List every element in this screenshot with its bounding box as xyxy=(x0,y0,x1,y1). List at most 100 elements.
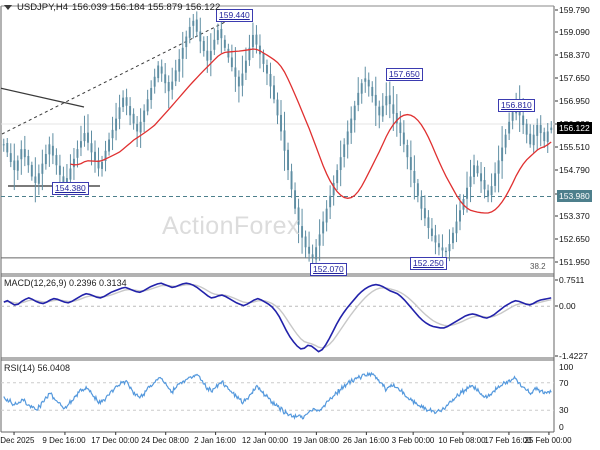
candle-body xyxy=(448,244,451,252)
candle-body xyxy=(311,254,314,258)
candle-body xyxy=(413,170,416,183)
candle-body xyxy=(2,144,5,146)
macd-axis-tick: 0.7511 xyxy=(555,275,584,285)
price-tag-156810[interactable]: 156.810 xyxy=(498,99,535,112)
candle-body xyxy=(392,104,395,114)
candle-body xyxy=(409,157,412,171)
price-axis-tick: 156.950 xyxy=(555,96,590,106)
date-axis-tick: 2 Dec 2025 xyxy=(0,432,34,445)
candle-body xyxy=(209,51,212,61)
macd-title: MACD(12,26,9) 0.2396 0.3134 xyxy=(4,278,127,288)
candle-body xyxy=(276,99,279,116)
price-axis[interactable]: 159.790159.090158.370157.650156.950156.2… xyxy=(555,5,600,274)
candle-body xyxy=(371,86,374,97)
panel-frames xyxy=(0,5,555,433)
candle-body xyxy=(395,112,398,124)
candle-body xyxy=(406,145,409,158)
rsi-title: RSI(14) 56.0408 xyxy=(4,363,71,373)
candle-body xyxy=(399,122,402,134)
candle-body xyxy=(427,217,430,228)
candle-body xyxy=(501,147,504,162)
candle-body xyxy=(434,235,437,243)
candle-body xyxy=(430,228,433,237)
candle-body xyxy=(536,125,539,136)
candle-body xyxy=(94,151,96,161)
candle-body xyxy=(262,53,265,64)
candle-body xyxy=(108,139,111,152)
candle-body xyxy=(129,106,132,116)
candle-body xyxy=(220,28,223,39)
chevron-down-icon[interactable] xyxy=(4,5,12,10)
price-axis-tick: 152.650 xyxy=(555,234,590,244)
ohlc-values: 156.039 156.184 155.879 156.122 xyxy=(72,2,221,13)
candle-body xyxy=(101,162,103,169)
candle-body xyxy=(455,221,458,234)
candle-body xyxy=(213,39,216,50)
candle-body xyxy=(174,70,177,82)
candle-body xyxy=(423,208,426,219)
macd-main-line xyxy=(3,282,552,353)
candle-body xyxy=(125,97,128,106)
candle-body xyxy=(332,182,335,196)
candle-body xyxy=(30,164,33,177)
candle-body xyxy=(244,60,247,73)
macd-panel xyxy=(1,282,554,353)
candle-body xyxy=(202,40,205,52)
date-axis-tick: 12 Jan 00:00 xyxy=(242,432,288,445)
candle-body xyxy=(487,190,490,197)
price-tag-159440[interactable]: 159.440 xyxy=(216,9,253,22)
candle-body xyxy=(522,115,525,126)
date-axis-tick: 25 Feb 00:00 xyxy=(524,432,572,445)
candle-body xyxy=(192,20,195,26)
candle-body xyxy=(452,232,454,244)
candle-body xyxy=(20,149,23,160)
candle-body xyxy=(546,131,549,142)
candle-body xyxy=(72,158,75,168)
candle-body xyxy=(360,83,363,94)
moving-average-line xyxy=(70,48,552,214)
rsi-axis-tick: 100 xyxy=(559,362,574,372)
candle-body xyxy=(150,88,153,101)
candle-body xyxy=(185,36,188,48)
rsi-axis-tick: 70 xyxy=(559,377,569,388)
candle-body xyxy=(44,153,47,165)
candle-body xyxy=(378,106,381,116)
candlestick-series xyxy=(2,11,553,269)
candle-body xyxy=(55,155,58,166)
price-tag-157650[interactable]: 157.650 xyxy=(386,68,423,81)
candle-body xyxy=(497,160,500,174)
candle-body xyxy=(90,143,93,153)
candle-body xyxy=(87,132,89,143)
price-tag-154380[interactable]: 154.380 xyxy=(52,182,89,195)
candle-body xyxy=(346,131,349,145)
candle-body xyxy=(301,226,304,238)
date-axis-tick: 17 Dec 00:00 xyxy=(91,432,139,445)
price-tag-152250[interactable]: 152.250 xyxy=(410,257,447,270)
candle-body xyxy=(308,246,311,254)
candle-body xyxy=(139,121,142,133)
candle-body xyxy=(385,96,388,106)
candle-body xyxy=(550,127,553,131)
price-tag-152070[interactable]: 152.070 xyxy=(310,263,347,276)
candle-body xyxy=(251,34,254,48)
candle-body xyxy=(118,107,121,119)
candle-body xyxy=(37,173,40,184)
candle-body xyxy=(171,81,174,90)
candle-body xyxy=(65,178,68,185)
candle-body xyxy=(178,59,181,72)
candle-body xyxy=(529,133,532,145)
price-axis-tick: 159.790 xyxy=(555,5,590,15)
candle-body xyxy=(230,57,233,68)
candle-body xyxy=(416,183,419,196)
candle-body xyxy=(441,247,444,251)
rsi-axis-tick: 30 xyxy=(559,405,569,416)
candle-body xyxy=(402,132,405,145)
candle-body xyxy=(58,165,61,175)
candle-body xyxy=(157,65,160,79)
candle-body xyxy=(69,168,72,180)
candle-body xyxy=(23,149,26,158)
candle-body xyxy=(469,176,472,187)
date-axis-tick: 10 Feb 08:00 xyxy=(438,432,486,445)
